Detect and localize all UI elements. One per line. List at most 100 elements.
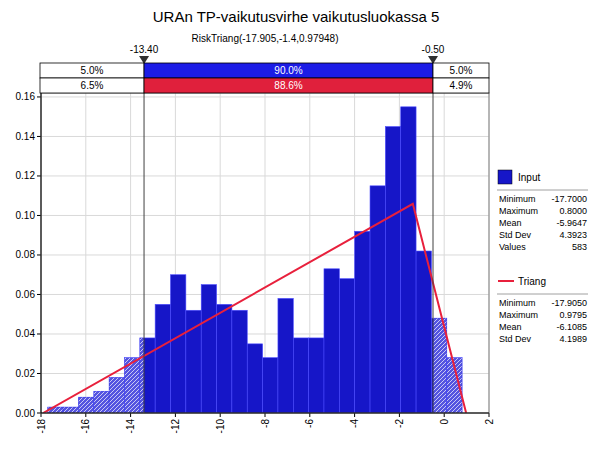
x-tick xyxy=(444,413,445,417)
grid-line xyxy=(41,93,42,413)
fit-line xyxy=(43,204,466,413)
y-tick-label: 0.16 xyxy=(16,91,36,102)
x-tick-label: -2 xyxy=(394,419,405,428)
band-cell xyxy=(433,63,489,78)
marker-line xyxy=(144,63,145,413)
markers: -13.40 -0.50 xyxy=(130,44,445,413)
grid xyxy=(41,93,489,413)
grid-line xyxy=(85,93,86,413)
x-tick-label: -6 xyxy=(304,419,315,428)
y-tick xyxy=(37,294,41,295)
hatch xyxy=(140,338,144,413)
legend: InputMinimum-17.7000Maximum0.8000Mean-5.… xyxy=(497,170,588,344)
band-label: 4.9% xyxy=(450,80,473,91)
y-tick-label: 0.04 xyxy=(16,328,36,339)
stat-label: Maximum xyxy=(499,206,538,216)
stat-value: 4.1989 xyxy=(559,334,587,344)
hatch xyxy=(79,397,94,413)
stat-label: Maximum xyxy=(499,310,538,320)
legend-swatch xyxy=(498,170,512,184)
marker-label: -0.50 xyxy=(422,44,445,55)
histogram-bar xyxy=(170,275,185,413)
stat-label: Std Dev xyxy=(499,334,532,344)
percent-bands: 5.0% 90.0% 5.0% 6.5% 88.6% 4.9% xyxy=(40,63,489,93)
y-tick xyxy=(37,333,41,334)
histogram-bar xyxy=(385,127,400,413)
subtitle: RiskTriang(-17.905,-1.4,0.97948) xyxy=(192,33,339,44)
stat-label: Mean xyxy=(499,322,522,332)
y-axis: 0.000.020.040.060.080.100.120.140.16 xyxy=(16,91,41,418)
y-tick-label: 0.10 xyxy=(16,210,36,221)
legend-label: Input xyxy=(518,172,540,183)
legend-swatch xyxy=(498,280,514,282)
hatch xyxy=(94,392,109,413)
y-tick xyxy=(37,413,41,414)
histogram-bar xyxy=(247,344,262,413)
stat-value: -17.9050 xyxy=(551,298,587,308)
stat-label: Mean xyxy=(499,218,522,228)
histogram-bar xyxy=(263,358,278,413)
legend-separator xyxy=(497,294,588,295)
x-axis-line xyxy=(41,413,489,414)
legend-separator xyxy=(497,190,588,191)
histogram-bar xyxy=(94,391,109,413)
title: URAn TP-vaikutusvirhe vaikutusluokassa 5 xyxy=(153,8,440,25)
band-label: 88.6% xyxy=(274,80,302,91)
x-tick xyxy=(85,413,86,417)
histogram-bar xyxy=(155,304,170,413)
band-label: 5.0% xyxy=(450,65,473,76)
legend-label: Triang xyxy=(518,276,546,287)
y-tick-label: 0.14 xyxy=(16,131,36,142)
y-tick-label: 0.00 xyxy=(16,408,36,419)
band-cell xyxy=(40,63,144,78)
y-axis-line xyxy=(41,93,42,413)
stat-label: Minimum xyxy=(499,298,536,308)
histogram-bar xyxy=(431,318,446,413)
histogram-bar xyxy=(355,231,370,413)
hatch xyxy=(433,318,446,413)
x-tick xyxy=(130,413,131,417)
histogram-bar xyxy=(201,285,216,413)
histogram-bar xyxy=(140,338,155,413)
stat-value: 4.3923 xyxy=(559,230,587,240)
x-tick-label: -16 xyxy=(80,419,91,434)
x-tick-label: -12 xyxy=(170,419,181,434)
x-tick-label: -14 xyxy=(125,419,136,434)
histogram-bar xyxy=(63,407,78,413)
marker-label: -13.40 xyxy=(130,44,159,55)
band-label: 6.5% xyxy=(81,80,104,91)
stat-label: Std Dev xyxy=(499,230,532,240)
histogram-bar xyxy=(339,279,354,413)
x-tick-label: 0 xyxy=(439,419,450,425)
histogram-bar xyxy=(109,377,124,413)
x-tick-label: 2 xyxy=(484,419,495,425)
y-tick xyxy=(37,215,41,216)
stat-label: Minimum xyxy=(499,194,536,204)
histogram-bar xyxy=(401,107,416,413)
marker-line xyxy=(433,63,434,413)
data xyxy=(43,107,466,413)
y-tick xyxy=(37,96,41,97)
histogram-bar xyxy=(309,338,324,413)
band-cell xyxy=(144,78,433,93)
hatch xyxy=(63,407,78,413)
y-tick xyxy=(37,175,41,176)
x-tick-label: -10 xyxy=(215,419,226,434)
plot-area xyxy=(41,93,489,413)
chart: URAn TP-vaikutusvirhe vaikutusluokassa 5… xyxy=(0,0,591,450)
histogram-bar xyxy=(293,338,308,413)
x-tick xyxy=(354,413,355,417)
histogram-bar xyxy=(278,298,293,413)
y-tick xyxy=(37,254,41,255)
stat-value: 583 xyxy=(572,242,587,252)
x-tick-label: -4 xyxy=(349,419,360,428)
x-tick xyxy=(309,413,310,417)
stat-value: 0.8000 xyxy=(559,206,587,216)
x-tick xyxy=(175,413,176,417)
stat-label: Values xyxy=(499,242,526,252)
histogram-bar xyxy=(78,397,93,413)
y-tick xyxy=(37,136,41,137)
band-label: 90.0% xyxy=(274,65,302,76)
band-label: 5.0% xyxy=(81,65,104,76)
stat-value: -6.1085 xyxy=(556,322,587,332)
